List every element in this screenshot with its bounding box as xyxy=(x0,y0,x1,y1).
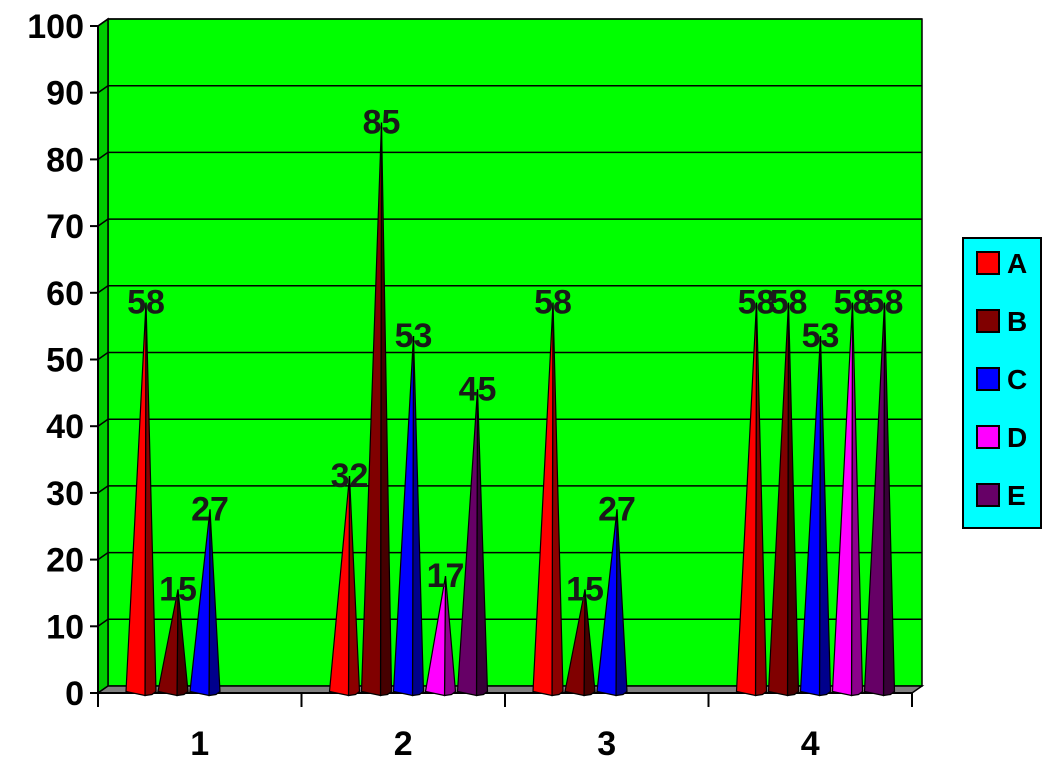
cone-face xyxy=(189,509,211,697)
data-label: 58 xyxy=(127,284,165,322)
data-label: 15 xyxy=(566,570,604,608)
gridline-side xyxy=(97,618,109,627)
data-label: 17 xyxy=(427,557,465,595)
legend-label-c: C xyxy=(1007,364,1027,395)
data-label: 15 xyxy=(159,570,197,608)
gridline-side xyxy=(97,351,109,361)
data-label: 58 xyxy=(534,284,572,322)
cone-face xyxy=(328,476,351,697)
y-tick-label: 80 xyxy=(46,141,84,179)
legend-label-e: E xyxy=(1007,480,1026,511)
cone-face xyxy=(863,302,886,697)
cone-d-4 xyxy=(831,302,864,697)
legend-label-a: A xyxy=(1007,248,1027,279)
legend-box xyxy=(962,237,1042,529)
cone-a-1 xyxy=(125,302,157,697)
cone-c-1 xyxy=(189,509,221,697)
data-label: 85 xyxy=(363,104,401,142)
legend-label-d: D xyxy=(1007,422,1027,453)
y-tick-label: 100 xyxy=(27,8,84,46)
legend-swatch-e xyxy=(976,483,1000,507)
data-label: 32 xyxy=(331,457,369,495)
cone-b-1 xyxy=(157,589,189,697)
cone-face xyxy=(157,589,179,697)
cone-face xyxy=(799,335,822,697)
cone-face xyxy=(424,576,447,697)
y-tick-label: 40 xyxy=(46,408,84,446)
cone-face xyxy=(596,509,618,697)
cone-c-4 xyxy=(799,335,832,697)
cone-face xyxy=(532,302,554,697)
cone-a-4 xyxy=(735,302,768,697)
cone-face xyxy=(831,302,854,697)
cone-b-3 xyxy=(564,589,596,697)
y-axis: 0 10 20 30 40 50 60 70 80 90 100 xyxy=(27,8,99,713)
legend-swatch-b xyxy=(976,309,1000,333)
y-tick-label: 30 xyxy=(46,475,84,513)
gridline-side xyxy=(97,18,109,27)
data-label: 27 xyxy=(191,490,229,528)
y-tick-label: 70 xyxy=(46,208,84,246)
cone-b-4 xyxy=(767,302,800,697)
x-axis: 1 2 3 4 xyxy=(97,692,913,760)
gridline-side xyxy=(97,418,109,427)
cone-face xyxy=(564,589,586,697)
cone-face xyxy=(392,335,415,697)
cone-e-2 xyxy=(456,389,489,697)
x-tick-label: 3 xyxy=(597,725,616,760)
cone-c-2 xyxy=(392,335,425,697)
data-label: 58 xyxy=(866,284,904,322)
cone-a-2 xyxy=(328,476,361,697)
gridline-side xyxy=(97,485,109,494)
y-tick-label: 10 xyxy=(46,608,84,646)
plot-area xyxy=(95,17,925,695)
x-tick-label: 2 xyxy=(394,725,413,760)
y-tick-label: 20 xyxy=(46,542,84,580)
data-label: 53 xyxy=(802,317,840,355)
cone-face xyxy=(735,302,758,697)
y-tick-label: 60 xyxy=(46,275,84,313)
x-tick-label: 4 xyxy=(801,725,820,760)
gridline-side xyxy=(97,85,109,94)
cone-series xyxy=(125,122,896,697)
gridline-side xyxy=(97,551,109,561)
cone-a-3 xyxy=(532,302,564,697)
data-label: 58 xyxy=(834,284,872,322)
cone-face xyxy=(767,302,790,697)
y-tick-label: 90 xyxy=(46,75,84,113)
cone-face xyxy=(125,302,147,697)
y-tick-label: 0 xyxy=(65,675,84,713)
legend-swatch-d xyxy=(976,425,1000,449)
legend-swatch-c xyxy=(976,367,1000,391)
cone-face xyxy=(360,122,383,697)
data-label: 45 xyxy=(459,370,497,408)
data-label: 58 xyxy=(770,284,808,322)
cone-d-2 xyxy=(424,576,457,697)
cone-face xyxy=(456,389,479,697)
cone-e-4 xyxy=(863,302,896,697)
gridline-side xyxy=(97,218,109,227)
data-label: 53 xyxy=(395,317,433,355)
cone-c-3 xyxy=(596,509,628,697)
data-label: 58 xyxy=(738,284,776,322)
gridline-side xyxy=(97,285,109,294)
legend-label-b: B xyxy=(1007,306,1027,337)
data-label: 27 xyxy=(598,490,636,528)
gridline-side xyxy=(97,151,109,161)
cone-b-2 xyxy=(360,122,393,697)
legend-swatch-a xyxy=(976,251,1000,275)
y-tick-label: 50 xyxy=(46,342,84,380)
x-tick-label: 1 xyxy=(190,725,209,760)
